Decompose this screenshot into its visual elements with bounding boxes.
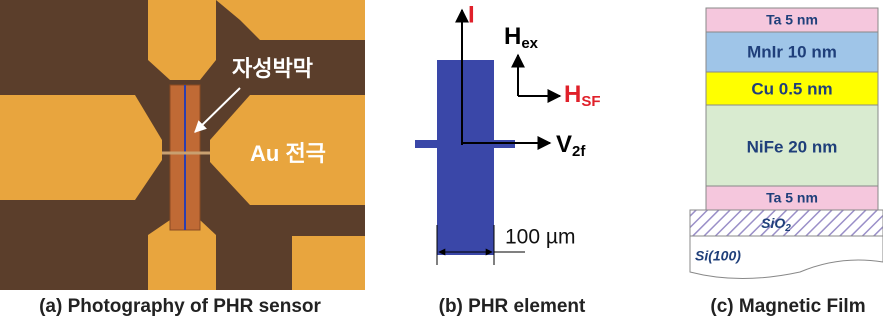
caption: (b) PHR element [439,296,586,317]
field-label: Hex [504,23,539,52]
layer-label: Ta 5 nm [766,190,818,206]
label: 자성박막 [232,56,313,81]
caption: (a) Photography of PHR sensor [39,296,321,317]
photo: 자성박막 Au 전극 [0,0,365,290]
layer-label: NiFe 20 nm [747,137,838,156]
scale-label: 100 µm [505,226,575,249]
film-stack: Ta 5 nm MnIr 10 nm Cu 0.5 nm NiFe 20 nm … [690,8,883,279]
phr-element: I Hex HSF V2f 100 µm [415,1,601,265]
label: Au 전극 [250,141,326,166]
current-label: I [468,1,475,28]
layer-label: MnIr 10 nm [747,42,837,61]
field-label: HSF [564,81,601,110]
layer-label: Ta 5 nm [766,12,818,28]
layer-label: Si(100) [695,248,741,264]
layer-label: Cu 0.5 nm [751,79,832,98]
figure: 자성박막 Au 전극 (a) Photography of PHR sensor… [0,0,883,324]
voltage-label: V2f [556,131,586,160]
caption: (c) Magnetic Film [710,296,865,317]
